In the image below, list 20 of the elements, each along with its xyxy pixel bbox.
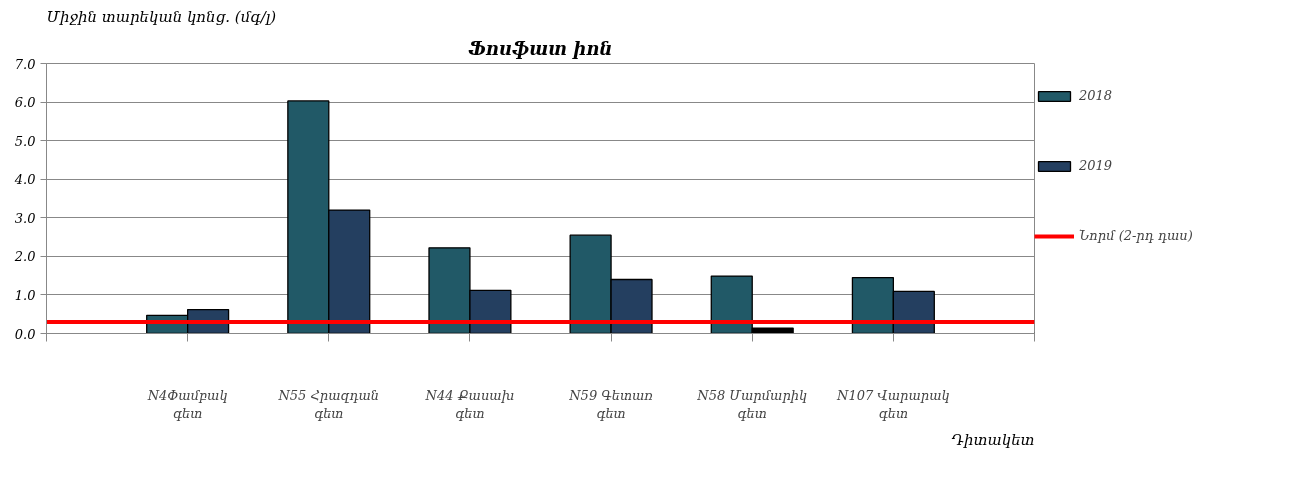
x-axis-title: Դիտակետ <box>951 430 1035 449</box>
chart-title: Ֆոսֆատ իոն <box>468 37 613 59</box>
legend-label: 2019 <box>1079 158 1114 173</box>
y-tick-label: 7.0 <box>14 56 36 72</box>
legend-label: 2018 <box>1079 88 1114 103</box>
y-tick-label: 0.0 <box>14 326 36 342</box>
x-tick-label: N107 Վարարակ գետ <box>836 387 950 421</box>
y-tick-label: 2.0 <box>13 249 36 265</box>
x-tick-label: N58 Մարմարիկ գետ <box>696 387 808 421</box>
y-axis-title: Միջին տարեկան կոնց. (մգ/լ) <box>46 7 277 26</box>
y-tick-label: 1.0 <box>14 287 36 303</box>
y-tick-label: 6.0 <box>14 95 36 111</box>
x-tick-label: N44 Քասախ գետ <box>424 387 515 421</box>
y-tick-label: 3.0 <box>14 210 36 226</box>
legend-label: Նորմ (2-րդ դաս) <box>1079 228 1193 243</box>
y-tick-label: 5.0 <box>14 133 36 149</box>
y-tick-label: 4.0 <box>13 172 36 188</box>
x-tick-label: N59 Գետառ գետ <box>568 387 653 421</box>
x-tick-label: N4Փամբակ գետ <box>146 387 228 421</box>
x-tick-label: N55 Հրազդան գետ <box>277 387 380 421</box>
